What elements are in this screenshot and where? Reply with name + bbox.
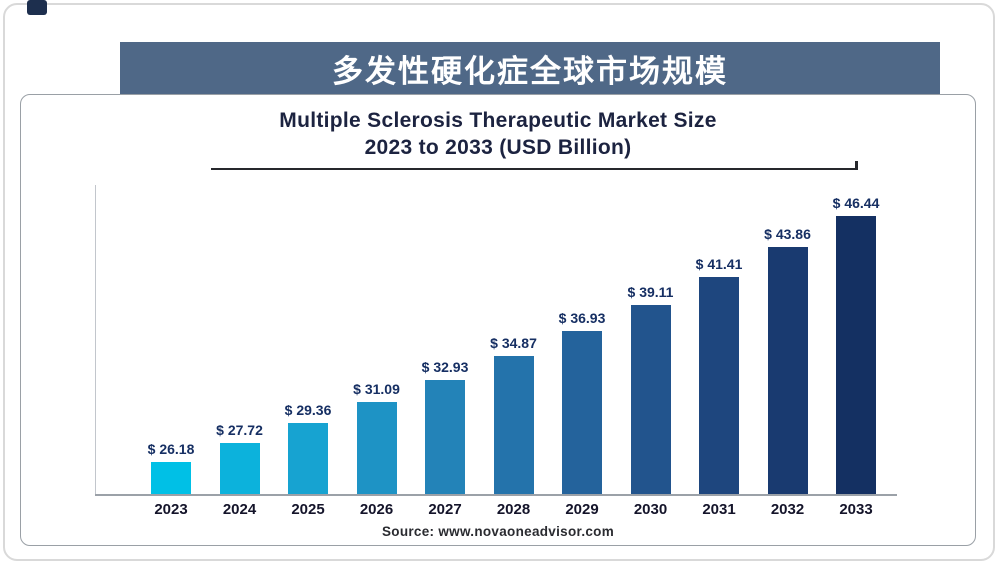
bar [768,247,808,494]
bar-value-label: $ 41.41 [696,256,743,272]
bar-value-label: $ 36.93 [559,310,606,326]
bar-value-label: $ 31.09 [353,381,400,397]
bar-column: $ 39.11 2030 [629,284,673,520]
bar-column: $ 26.18 2023 [149,441,193,520]
bar-value-label: $ 39.11 [628,284,674,300]
bar-value-label: $ 43.86 [764,226,811,242]
bar-column: $ 36.93 2029 [560,310,604,520]
bar-value-label: $ 34.87 [490,335,537,351]
bar [836,216,876,494]
banner: 多发性硬化症全球市场规模 [120,42,940,94]
bar-value-label: $ 32.93 [422,359,469,375]
x-tick-label: 2027 [428,500,461,520]
bar-value-label: $ 27.72 [216,422,263,438]
x-tick-label: 2029 [565,500,598,520]
bar-column: $ 46.44 2033 [834,195,878,520]
x-tick-label: 2030 [634,500,667,520]
source-note: Source: www.novaoneadvisor.com [21,524,975,539]
x-tick-label: 2028 [497,500,530,520]
bar-value-label: $ 26.18 [148,441,195,457]
x-tick-label: 2031 [702,500,735,520]
x-tick-label: 2032 [771,500,804,520]
bar-column: $ 34.87 2028 [492,335,536,520]
bar-column: $ 41.41 2031 [697,256,741,520]
chart-subtitle: 2023 to 2033 (USD Billion) [21,136,975,160]
bar [151,462,191,494]
bar [288,423,328,494]
x-tick-label: 2024 [223,500,256,520]
x-tick-label: 2025 [291,500,324,520]
bars: $ 26.18 2023 $ 27.72 2024 $ 29.36 2025 $ 31.09… [149,160,878,520]
bar [357,402,397,494]
bar-column: $ 27.72 2024 [218,422,262,520]
bar [425,380,465,494]
x-tick-label: 2033 [839,500,872,520]
x-tick-label: 2026 [360,500,393,520]
bar-column: $ 43.86 2032 [766,226,810,520]
app-icon [27,0,47,15]
bar [562,331,602,494]
chart-card: Multiple Sclerosis Therapeutic Market Si… [20,94,976,546]
bar-column: $ 32.93 2027 [423,359,467,520]
banner-title: 多发性硬化症全球市场规模 [332,46,728,91]
x-tick-label: 2023 [154,500,187,520]
bar [699,277,739,494]
y-axis-line [95,185,96,494]
bar [220,443,260,494]
bar [631,305,671,494]
bar [494,356,534,494]
bar-value-label: $ 46.44 [833,195,880,211]
bar-value-label: $ 29.36 [285,402,332,418]
bar-column: $ 31.09 2026 [355,381,399,520]
bar-column: $ 29.36 2025 [286,402,330,520]
chart-title: Multiple Sclerosis Therapeutic Market Si… [21,109,975,133]
